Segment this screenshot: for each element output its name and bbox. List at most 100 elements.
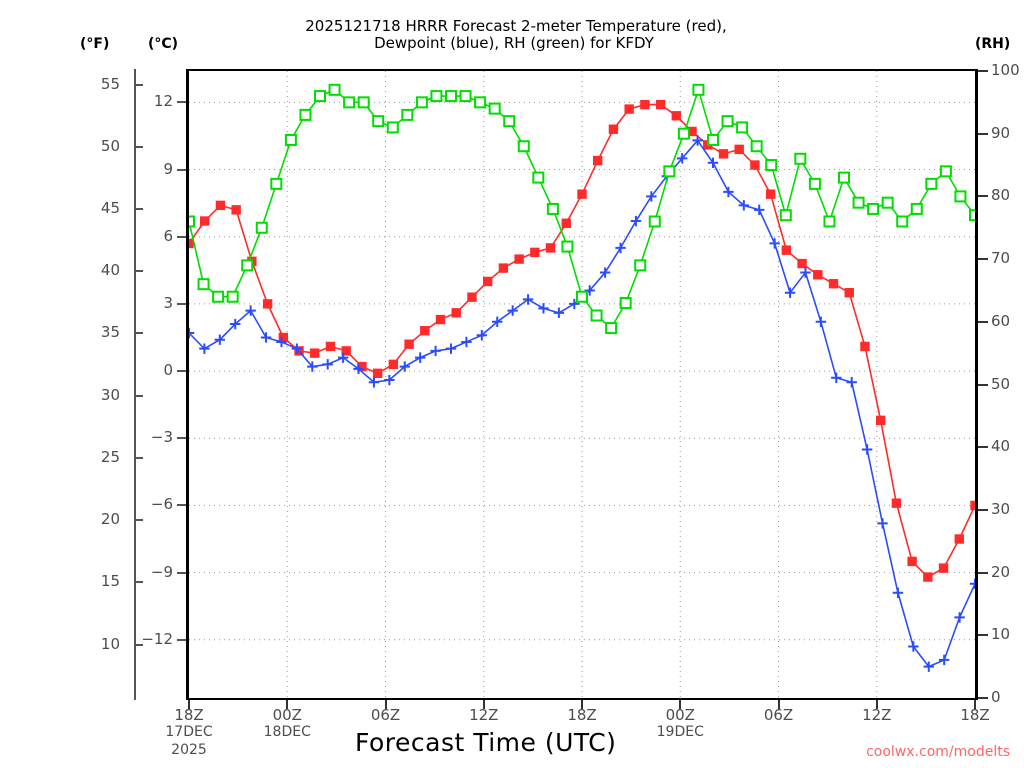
data-point-marker [576,290,588,303]
fahrenheit-tick-label: 40 [100,261,120,280]
data-point-marker [813,270,823,280]
data-point-marker [939,165,952,178]
data-point-marker [357,96,370,109]
time-tick-label: 18Z [567,706,597,724]
fahrenheit-axis-line [134,69,136,700]
data-point-marker [718,149,729,159]
celsius-tick-label: 6 [163,226,173,245]
data-point-marker [655,99,666,110]
data-point-marker [907,556,917,567]
data-point-marker [241,259,254,272]
rh-tick-label: 10 [991,625,1011,644]
data-point-marker [451,308,461,318]
time-tick-mark [875,700,878,709]
rh-tick-mark [978,70,988,72]
data-point-marker [372,368,383,379]
series-line [189,139,975,668]
data-point-marker [619,296,632,309]
celsius-tick-mark [177,437,186,440]
fahrenheit-tick-mark [134,270,143,273]
data-point-marker [846,377,857,388]
data-point-marker [634,259,647,272]
data-point-marker [676,153,688,164]
data-point-marker [467,292,477,302]
data-point-marker [750,160,760,170]
data-point-marker [325,341,336,352]
data-point-marker [420,326,430,336]
rh-tick-label: 40 [991,437,1011,456]
data-point-marker [808,177,821,190]
data-point-marker [328,83,341,96]
data-point-marker [875,415,886,426]
data-point-marker [310,348,320,358]
data-point-marker [278,332,289,343]
fahrenheit-axis-caption: (°F) [80,36,110,52]
data-point-marker [189,327,195,339]
data-point-marker [474,96,487,109]
data-point-marker [624,104,634,114]
data-point-marker [677,127,690,140]
fahrenheit-tick-mark [134,456,143,459]
celsius-tick-label: −3 [150,428,173,447]
celsius-tick-mark [177,235,186,238]
data-point-marker [584,285,595,296]
data-point-marker [663,165,676,178]
data-point-marker [692,135,703,146]
fahrenheit-tick-mark [134,519,143,522]
data-point-marker [734,144,744,155]
rh-tick-label: 30 [991,499,1011,518]
data-point-marker [844,287,854,298]
celsius-tick-mark [177,302,186,305]
data-point-marker [828,279,839,289]
time-tick-label: 00Z [665,706,695,724]
data-point-marker [189,215,195,228]
time-tick-mark [482,700,485,709]
data-point-marker [769,238,780,249]
fahrenheit-tick-label: 55 [100,74,120,93]
data-point-marker [276,336,287,348]
data-point-marker [353,363,364,375]
chart-title-line-2: Dewpoint (blue), RH (green) for KFDY [374,34,654,52]
data-point-marker [260,332,272,343]
data-point-marker [707,133,719,146]
data-point-marker [553,307,565,319]
data-point-marker [765,159,778,172]
data-point-marker [401,108,414,121]
data-point-marker [750,140,763,153]
x-axis-title: Forecast Time (UTC) [355,728,617,757]
fahrenheit-tick-mark [134,643,143,646]
data-point-marker [784,287,796,298]
data-point-marker [461,336,472,348]
data-point-marker [532,171,545,184]
data-point-marker [482,276,493,287]
data-point-marker [492,316,503,327]
credit-watermark: coolwx.com/modelts [866,744,1010,760]
data-point-marker [200,216,210,226]
time-tick-mark [384,700,387,709]
data-point-marker [648,215,661,228]
fahrenheit-tick-label: 50 [100,136,120,155]
time-tick-mark [581,700,583,709]
time-tick-date-label: 17DEC [165,724,213,740]
data-point-marker [954,534,964,544]
data-point-marker [852,196,865,209]
data-point-marker [908,641,919,652]
fahrenheit-tick-mark [134,581,143,584]
celsius-tick-label: 0 [163,361,173,380]
data-point-marker [738,200,750,211]
data-point-marker [593,155,603,166]
data-point-marker [517,140,530,153]
data-point-marker [214,334,226,345]
data-point-marker [969,209,975,222]
celsius-tick-mark [177,370,186,373]
data-point-marker [507,305,518,316]
data-point-marker [867,202,880,215]
celsius-axis-caption: (°C) [148,36,179,52]
data-point-marker [503,115,516,128]
data-point-marker [630,215,642,227]
data-point-marker [199,343,210,354]
time-tick-year-label: 2025 [171,742,207,758]
data-point-marker [891,498,902,508]
time-tick-mark [188,700,190,709]
data-point-marker [561,240,574,253]
